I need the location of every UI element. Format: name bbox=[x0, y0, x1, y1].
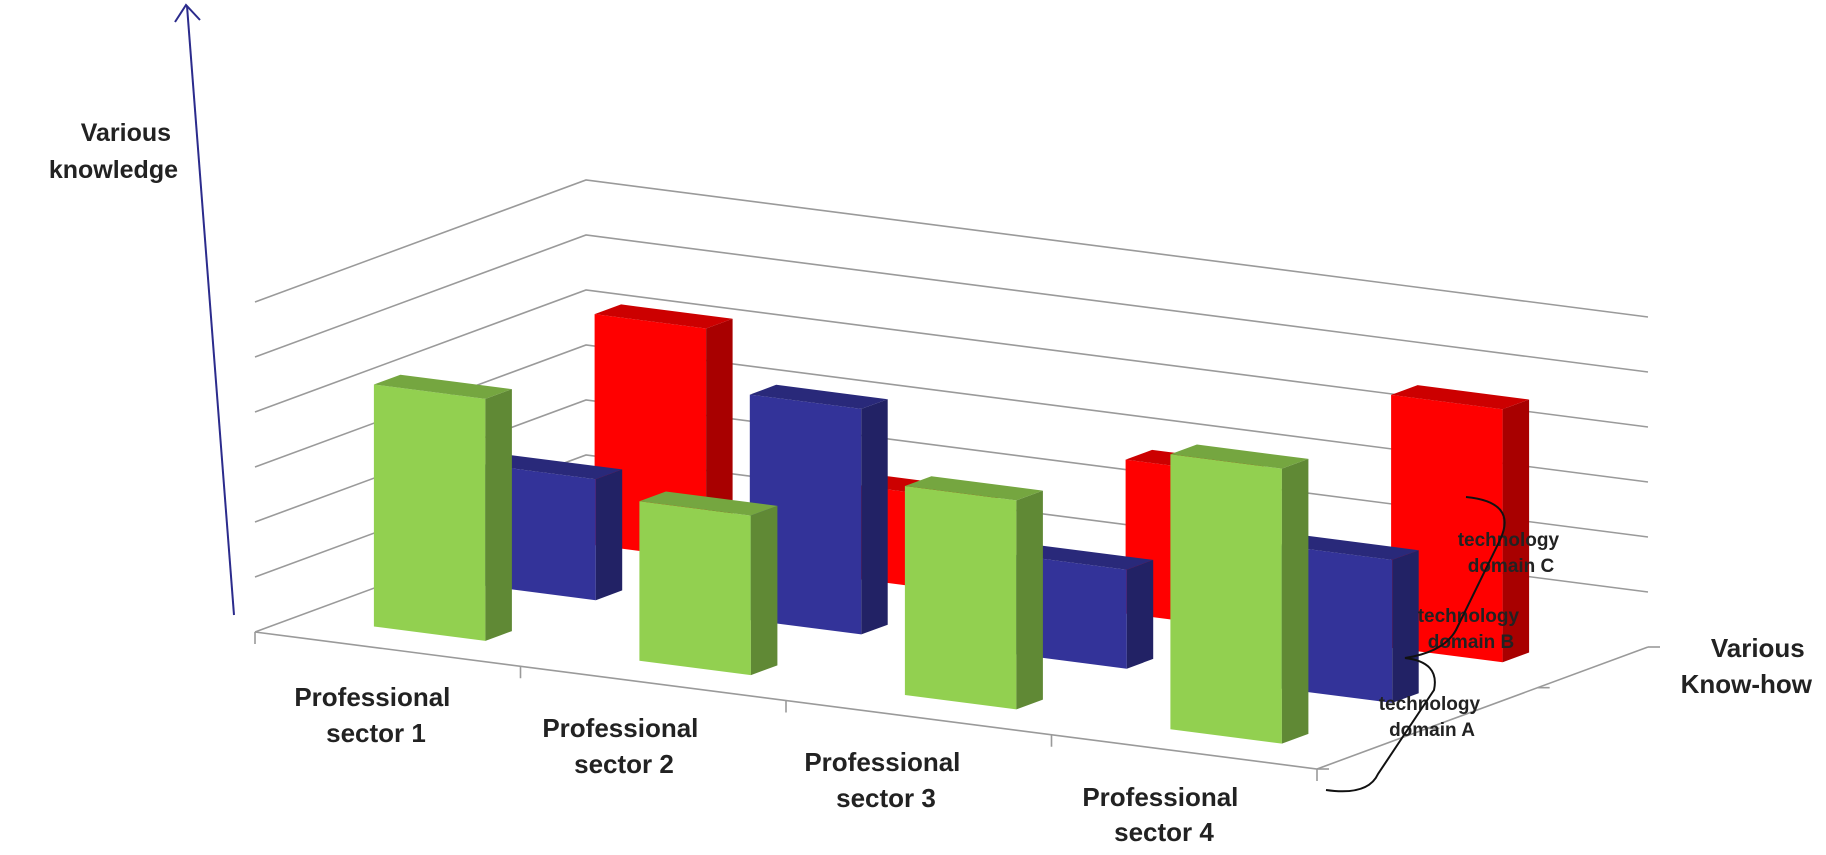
x-tick-label-sector-4-line-1: Professional bbox=[1082, 782, 1238, 812]
bar-side-face bbox=[750, 505, 778, 676]
bar-front-face bbox=[749, 394, 862, 635]
bar-top-face bbox=[594, 304, 733, 329]
depth-tick-label-domain-a: technology domain A bbox=[1379, 694, 1486, 741]
depth-tick-label-domain-a-line-1: technology bbox=[1379, 694, 1481, 715]
knowledge-arrow-shaft bbox=[186, 5, 235, 616]
bar-side-face bbox=[485, 389, 512, 641]
chart-bars bbox=[373, 304, 1530, 744]
bar-technology-domain-a-sector-2 bbox=[639, 491, 778, 676]
x-tick-label-sector-2-line-2: sector 2 bbox=[574, 749, 674, 779]
bar-technology-domain-a-sector-3 bbox=[904, 476, 1043, 710]
depth-tick-label-domain-c-line-2: domain C bbox=[1468, 556, 1555, 577]
bar-front-face bbox=[1170, 454, 1282, 744]
bar-side-face bbox=[595, 469, 623, 601]
depth-tick-label-domain-c-line-1: technology bbox=[1458, 530, 1560, 551]
bar-top-face bbox=[904, 476, 1043, 501]
bar-technology-domain-a-sector-1 bbox=[373, 374, 512, 641]
y-axis-title: Various knowledge bbox=[49, 119, 178, 184]
depth-axis-title-line-2: Know-how bbox=[1681, 669, 1813, 699]
bar-front-face bbox=[484, 464, 596, 601]
bar-top-face bbox=[1280, 535, 1419, 560]
x-tick-label-sector-3: Professional sector 3 bbox=[804, 747, 967, 813]
depth-tick-label-domain-b-line-2: domain B bbox=[1428, 632, 1515, 653]
x-tick-label-sector-3-line-1: Professional bbox=[804, 747, 960, 777]
gridline bbox=[254, 234, 1649, 373]
gridline bbox=[254, 344, 1649, 483]
bar-side-face bbox=[1016, 490, 1043, 710]
bar-technology-domain-b-sector-4 bbox=[1280, 535, 1419, 703]
bar-front-face bbox=[1391, 394, 1503, 663]
x-tick-label-sector-2-line-1: Professional bbox=[542, 713, 698, 743]
bar-side-face bbox=[1502, 399, 1530, 663]
depth-axis-labels: technology domain C technology domain B … bbox=[1379, 530, 1560, 741]
depth-tick-label-domain-b-line-1: technology bbox=[1418, 606, 1520, 627]
x-tick-label-sector-1: Professional sector 1 bbox=[294, 682, 457, 748]
bar-top-face bbox=[484, 455, 623, 480]
x-tick-label-sector-4: Professional sector 4 bbox=[1082, 782, 1245, 847]
bar-front-face bbox=[1280, 545, 1393, 703]
bar-top-face bbox=[1015, 545, 1154, 570]
bar-technology-domain-c-sector-4 bbox=[1391, 385, 1530, 663]
x-tick-label-sector-2: Professional sector 2 bbox=[542, 713, 705, 779]
depth-tick-label-domain-b: technology domain B bbox=[1418, 606, 1525, 653]
x-tick-label-sector-1-line-1: Professional bbox=[294, 682, 450, 712]
depth-axis-title: Various Know-how bbox=[1681, 633, 1813, 699]
chart-gridlines bbox=[254, 179, 1660, 781]
bar-side-face bbox=[1126, 559, 1154, 669]
x-tick-label-sector-4-line-2: sector 4 bbox=[1114, 817, 1214, 847]
bar-side-face bbox=[861, 399, 888, 635]
bar-top-face bbox=[1391, 385, 1530, 410]
knowledge-arrow bbox=[174, 3, 235, 616]
depth-axis-title-line-1: Various bbox=[1711, 633, 1805, 663]
bar-top-face bbox=[1170, 444, 1309, 469]
bar-top-face bbox=[373, 374, 512, 399]
x-tick-label-sector-3-line-2: sector 3 bbox=[836, 783, 936, 813]
bar-technology-domain-a-sector-4 bbox=[1170, 444, 1309, 744]
bar-front-face bbox=[639, 501, 751, 676]
bar-front-face bbox=[904, 486, 1017, 710]
bar-side-face bbox=[1281, 458, 1309, 744]
bar-top-face bbox=[639, 491, 778, 516]
x-axis-labels: Professional sector 1 Professional secto… bbox=[294, 682, 1245, 847]
x-tick-label-sector-1-line-2: sector 1 bbox=[326, 718, 426, 748]
bar-technology-domain-b-sector-2 bbox=[749, 384, 888, 635]
bar-technology-domain-b-sector-3 bbox=[1015, 545, 1154, 669]
know-how-brace-icon bbox=[1325, 496, 1506, 793]
bar-side-face bbox=[1392, 550, 1419, 703]
y-axis-title-line-2: knowledge bbox=[49, 156, 178, 184]
gridline bbox=[254, 179, 1649, 318]
y-axis-title-line-1: Various bbox=[81, 119, 171, 147]
bar-technology-domain-b-sector-1 bbox=[484, 455, 623, 601]
gridline bbox=[254, 289, 1649, 428]
knowledge-arrowhead-icon bbox=[174, 3, 201, 23]
bar-front-face bbox=[1015, 555, 1127, 669]
bar-front-face bbox=[373, 384, 486, 641]
bar-top-face bbox=[749, 384, 888, 409]
